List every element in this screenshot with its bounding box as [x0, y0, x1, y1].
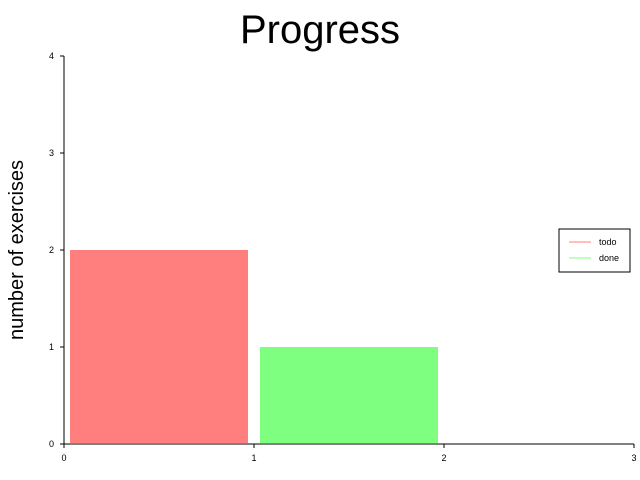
bar-todo — [70, 250, 248, 443]
y-tick-label: 0 — [49, 439, 54, 449]
bars-group — [70, 250, 438, 443]
y-axis-label: number of exercises — [6, 160, 28, 340]
x-tick-label: 0 — [61, 453, 66, 463]
chart-title: Progress — [240, 8, 400, 52]
legend-label-todo: todo — [599, 237, 617, 247]
x-tick-label: 1 — [251, 453, 256, 463]
x-tick-label: 3 — [631, 453, 636, 463]
y-tick-label: 1 — [49, 342, 54, 352]
y-tick-label: 3 — [49, 148, 54, 158]
legend-label-done: done — [599, 253, 619, 263]
y-tick-label: 4 — [49, 51, 54, 61]
bar-done — [260, 347, 438, 443]
x-tick-label: 2 — [441, 453, 446, 463]
axes-group: 0 1 2 3 4 0 1 2 3 — [49, 51, 637, 463]
y-tick-label: 2 — [49, 245, 54, 255]
legend: todo done — [558, 228, 631, 273]
legend-box — [558, 228, 631, 273]
